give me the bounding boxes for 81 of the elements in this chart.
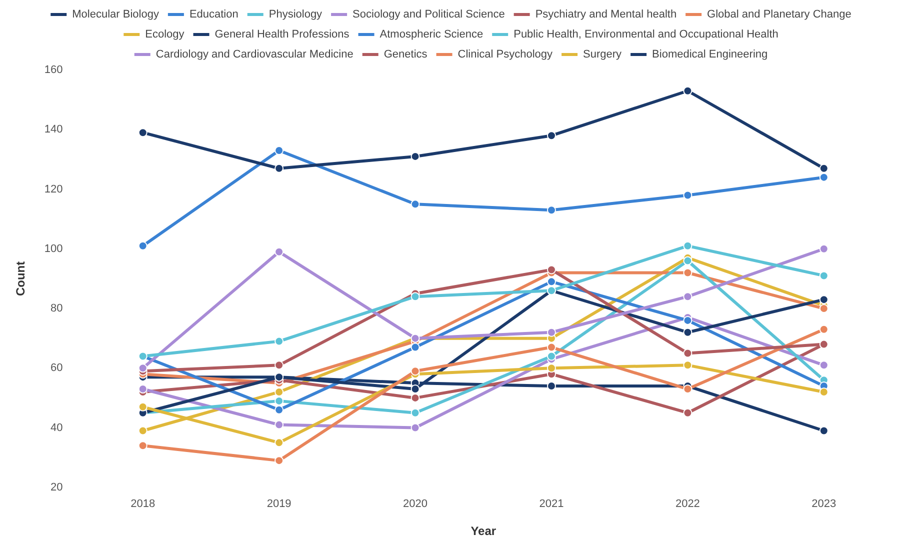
y-tick-label: 60 [50,362,63,374]
point [410,408,420,418]
legend-label: Molecular Biology [72,8,160,21]
y-axis-title: Count [14,261,28,296]
point [546,364,556,373]
point [683,348,692,358]
legend-label: Sociology and Political Science [352,8,505,21]
point [274,360,284,370]
point [683,268,692,278]
point [274,456,284,466]
legend-label: Biomedical Engineering [652,48,768,61]
point [410,366,420,376]
legend-label: General Health Professions [214,28,350,41]
point [819,172,828,182]
x-tick-label: 2019 [266,498,292,510]
point [138,364,148,373]
y-tick-label: 160 [44,64,63,76]
y-tick-label: 120 [44,183,63,196]
point [274,164,284,173]
point [819,360,828,370]
point [683,86,692,96]
point [683,190,692,200]
point [410,423,420,432]
x-tick-label: 2022 [675,498,700,510]
x-tick-label: 2023 [812,498,836,510]
point [546,328,556,337]
legend-label: Physiology [268,8,323,21]
point [819,271,828,280]
point [410,292,420,302]
point [138,384,148,394]
point [274,405,284,414]
point [546,206,556,215]
legend-label: Ecology [145,28,185,41]
point [546,277,556,286]
point [819,295,828,304]
point [274,438,284,448]
point [546,342,556,352]
x-tick-label: 2020 [403,498,428,510]
point [683,256,692,266]
legend-label: Genetics [384,48,428,61]
x-axis-title: Year [470,524,496,538]
legend-label: Clinical Psychology [458,48,554,61]
y-tick-label: 20 [50,481,63,494]
point [138,128,148,138]
point [410,200,420,209]
point [274,420,284,430]
point [410,342,420,352]
point [274,146,284,155]
point [546,265,556,274]
point [138,241,148,250]
legend-label: Psychiatry and Mental health [535,8,677,21]
point [683,316,692,325]
point [819,426,828,436]
legend-label: Global and Planetary Change [707,8,852,21]
point [819,324,828,334]
y-tick-label: 80 [50,302,63,315]
point [683,328,692,337]
point [274,247,284,256]
point [683,292,692,302]
point [138,402,148,412]
y-tick-label: 100 [44,242,63,255]
point [138,441,148,450]
point [274,336,284,346]
legend-label: Cardiology and Cardiovascular Medicine [156,48,354,61]
point [138,426,148,436]
point [683,360,692,370]
legend-label: Surgery [583,48,622,61]
legend-label: Atmospheric Science [380,28,484,41]
point [683,408,692,418]
x-tick-label: 2018 [130,498,156,510]
legend-label: Public Health, Environmental and Occupational Health [514,28,778,41]
point [819,244,828,254]
y-tick-label: 40 [50,422,63,434]
point [819,164,828,173]
point [819,387,828,396]
point [546,352,556,361]
point [683,241,692,250]
point [546,131,556,140]
x-tick-label: 2021 [539,498,564,510]
legend-label: Education [189,8,238,21]
y-tick-label: 140 [44,124,63,136]
